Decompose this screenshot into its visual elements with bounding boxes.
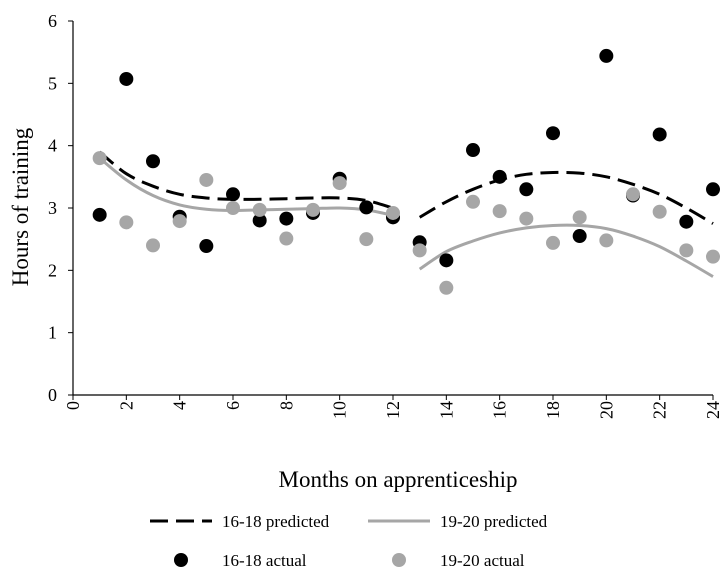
data-point-19-20-actual	[412, 243, 427, 258]
plot-area	[92, 48, 720, 295]
legend-label: 19-20 predicted	[440, 512, 548, 531]
x-tick-label: 14	[436, 401, 456, 419]
data-point-16-18-actual	[679, 214, 694, 229]
data-point-19-20-actual	[439, 280, 454, 295]
y-axis-title: Hours of training	[8, 127, 33, 286]
data-point-19-20-actual	[199, 172, 214, 187]
data-point-16-18-actual	[92, 207, 107, 222]
data-point-16-18-actual	[146, 154, 160, 169]
data-point-19-20-actual	[252, 202, 267, 217]
series-line-16-18-predicted-segment-1	[98, 150, 394, 210]
data-point-19-20-actual	[306, 202, 320, 217]
data-point-16-18-actual	[519, 182, 534, 197]
y-tick-label: 2	[48, 260, 57, 280]
data-point-19-20-actual	[92, 151, 107, 166]
data-point-16-18-actual	[492, 169, 507, 184]
data-point-16-18-actual	[466, 143, 480, 158]
x-tick-label: 22	[650, 401, 670, 419]
data-point-16-18-actual	[706, 182, 720, 197]
legend-label: 19-20 actual	[440, 551, 525, 570]
data-point-16-18-actual	[546, 126, 560, 141]
data-point-19-20-actual	[172, 214, 187, 229]
data-point-19-20-actual	[119, 215, 134, 230]
data-point-16-18-actual	[199, 239, 214, 254]
x-tick-label: 18	[543, 401, 563, 419]
legend: 16-18 predicted 19-20 predicted 16-18 actu…	[150, 512, 548, 570]
legend-label: 16-18 predicted	[222, 512, 330, 531]
x-tick-label: 10	[330, 401, 350, 419]
series-line-16-18-predicted-segment-2	[418, 170, 714, 225]
data-point-19-20-actual	[386, 205, 400, 220]
data-point-16-18-actual	[119, 71, 134, 86]
x-tick-label: 4	[170, 401, 190, 410]
data-point-19-20-actual	[279, 231, 294, 246]
y-tick-label: 1	[48, 323, 57, 343]
data-point-16-18-actual	[359, 200, 374, 215]
data-point-19-20-actual	[492, 204, 507, 219]
x-axis-title: Months on apprenticeship	[279, 467, 518, 492]
y-tick-label: 3	[48, 198, 57, 218]
legend-item-19-20-predicted: 19-20 predicted	[368, 512, 548, 531]
series-line-19-20-predicted-segment-2	[418, 223, 714, 278]
y-tick-label: 4	[48, 136, 57, 156]
data-point-16-18-actual	[279, 211, 294, 226]
x-tick-label: 24	[703, 401, 721, 419]
data-point-16-18-actual	[226, 187, 240, 202]
data-point-16-18-actual	[252, 213, 267, 228]
data-point-19-20-actual	[546, 235, 560, 250]
data-point-16-18-actual	[439, 253, 454, 268]
data-point-19-20-actual	[332, 176, 347, 191]
data-point-19-20-actual	[146, 238, 160, 253]
data-point-16-18-actual	[652, 127, 667, 142]
data-point-16-18-actual	[599, 48, 614, 63]
legend-swatch-marker	[392, 553, 406, 567]
legend-item-16-18-actual: 16-18 actual	[174, 551, 307, 570]
legend-label: 16-18 actual	[222, 551, 307, 570]
data-point-19-20-actual	[226, 201, 240, 215]
data-point-19-20-actual	[706, 249, 720, 264]
data-point-19-20-actual	[599, 233, 614, 248]
legend-item-19-20-actual: 19-20 actual	[392, 551, 525, 570]
x-tick-label: 12	[383, 401, 403, 419]
x-axis: 0 2 4 6 8 10 12 14 16 18 20 22 24	[63, 394, 721, 419]
series-line-19-20-predicted-segment-1	[98, 156, 394, 217]
legend-item-16-18-predicted: 16-18 predicted	[150, 512, 330, 531]
data-point-19-20-actual	[679, 243, 694, 258]
x-tick-label: 8	[276, 401, 296, 410]
legend-swatch-marker	[174, 553, 188, 567]
data-point-19-20-actual	[359, 232, 374, 247]
data-point-16-18-actual	[572, 229, 587, 244]
y-tick-label: 6	[48, 11, 57, 31]
y-axis: 0 1 2 3 4 5 6	[48, 11, 74, 405]
y-tick-label: 5	[48, 73, 57, 93]
y-tick-label: 0	[48, 385, 57, 405]
x-tick-label: 0	[63, 401, 83, 410]
data-point-19-20-actual	[519, 211, 534, 226]
data-point-19-20-actual	[652, 204, 667, 219]
x-tick-label: 2	[116, 401, 136, 410]
x-tick-label: 20	[596, 401, 616, 419]
x-tick-label: 6	[223, 401, 243, 410]
x-tick-label: 16	[490, 401, 510, 419]
data-point-19-20-actual	[466, 194, 480, 209]
data-point-19-20-actual	[626, 187, 640, 202]
data-point-19-20-actual	[572, 210, 587, 225]
